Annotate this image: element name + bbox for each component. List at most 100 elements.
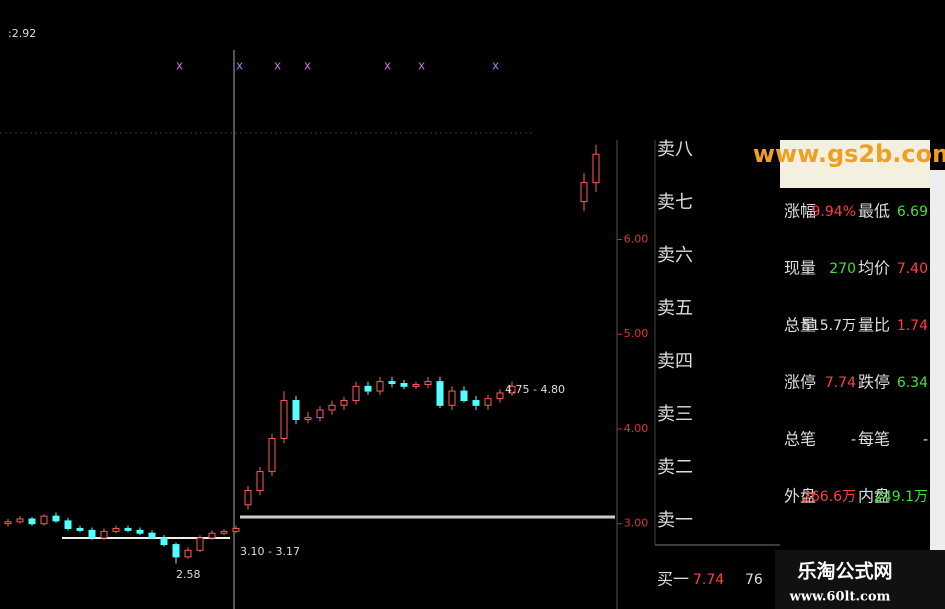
- quote-value: -: [923, 432, 928, 448]
- quote-value: 6.34: [897, 375, 928, 391]
- candle-body: [184, 549, 192, 558]
- candle-body: [424, 381, 432, 385]
- candle-body: [448, 390, 456, 406]
- candle-body: [64, 520, 72, 529]
- quote-label: 每笔: [858, 430, 890, 449]
- quote-value: 249.1万: [874, 489, 928, 505]
- order-level: 卖一: [657, 510, 693, 531]
- candle-body: [508, 385, 516, 394]
- candle-body: [124, 527, 132, 531]
- quote-value: 7.40: [897, 261, 928, 277]
- quote-label: 均价: [858, 259, 890, 278]
- candle-body: [412, 383, 420, 387]
- candle-body: [484, 398, 492, 406]
- candle-body: [40, 515, 48, 525]
- order-level: 卖四: [657, 351, 693, 372]
- candle-body: [304, 417, 312, 421]
- quote-label: 量比: [858, 316, 890, 335]
- quote-label: 最低: [858, 202, 890, 221]
- candle-body: [136, 529, 144, 534]
- quote-label: 总量: [784, 316, 816, 335]
- candle-body: [52, 515, 60, 522]
- candle-body: [208, 532, 216, 539]
- candle-body: [436, 381, 444, 406]
- candle-body: [496, 392, 504, 400]
- quote-label: 外盘: [784, 487, 816, 506]
- candle-body: [580, 182, 588, 203]
- quote-value: 9.94%: [812, 204, 856, 220]
- candle-body: [352, 385, 360, 402]
- quote-value: 1.74: [897, 318, 928, 334]
- candle-body: [16, 518, 24, 523]
- svg-text:x: x: [176, 59, 183, 73]
- quote-value: 270: [829, 261, 856, 277]
- candle-body: [256, 471, 264, 492]
- buy-price: 7.74: [693, 572, 724, 588]
- candle-body: [400, 383, 408, 387]
- quote-label: 涨幅: [784, 202, 816, 221]
- toolbar[interactable]: [930, 170, 945, 550]
- banner-bg: [780, 140, 930, 188]
- order-level: 卖八: [657, 139, 693, 160]
- candle-body: [172, 544, 180, 558]
- y-tick-label: 5.00: [624, 327, 649, 340]
- quote-label: 总笔: [784, 430, 816, 449]
- candle-body: [148, 532, 156, 539]
- watermark-name: 乐淘公式网: [797, 560, 892, 583]
- svg-text:x: x: [384, 59, 391, 73]
- candle-body: [280, 400, 288, 439]
- candle-body: [112, 527, 120, 532]
- watermark-bg: [775, 550, 945, 609]
- candle-body: [160, 537, 168, 546]
- quote-value: 266.6万: [802, 489, 856, 505]
- quote-label: 现量: [784, 259, 816, 278]
- candle-body: [76, 527, 84, 531]
- candle-body: [100, 530, 108, 539]
- banner: www.gs2b.com: [753, 140, 945, 168]
- quote-label: 内盘: [858, 487, 890, 506]
- candle-body: [88, 529, 96, 539]
- annotation: 2.58: [176, 568, 201, 581]
- svg-text:x: x: [274, 59, 281, 73]
- order-level: 卖三: [657, 404, 693, 425]
- annotation: 4.75 - 4.80: [505, 383, 565, 396]
- candle-body: [4, 521, 12, 525]
- svg-text:x: x: [304, 59, 311, 73]
- quote-label: 涨停: [784, 373, 816, 392]
- annotation: 3.10 - 3.17: [240, 545, 300, 558]
- order-level: 卖六: [657, 245, 693, 266]
- candle-body: [388, 381, 396, 385]
- y-tick-label: 4.00: [624, 422, 649, 435]
- buy-volume: 76: [745, 572, 763, 588]
- order-level: 卖二: [657, 457, 693, 478]
- quote-label: 跌停: [858, 373, 890, 392]
- candle-body: [460, 390, 468, 402]
- candle-body: [292, 400, 300, 421]
- candle-body: [28, 518, 36, 525]
- annotation: :2.92: [8, 27, 36, 40]
- candle-body: [472, 400, 480, 406]
- quote-value: -: [851, 432, 856, 448]
- y-tick-label: 3.00: [624, 517, 649, 530]
- candle-body: [328, 404, 336, 411]
- candle-body: [376, 381, 384, 392]
- candle-body: [220, 530, 228, 534]
- candle-body: [364, 385, 372, 392]
- quote-value: 6.69: [897, 204, 928, 220]
- quote-value: 515.7万: [802, 318, 856, 334]
- candle-body: [232, 527, 240, 532]
- candle-body: [316, 409, 324, 419]
- watermark-url: www.60lt.com: [789, 590, 891, 605]
- buy-label: 买一: [657, 570, 689, 589]
- candle-body: [196, 537, 204, 551]
- svg-text:x: x: [236, 59, 243, 73]
- candle-body: [340, 400, 348, 406]
- svg-text:x: x: [418, 59, 425, 73]
- candle-body: [244, 490, 252, 506]
- order-level: 卖七: [657, 192, 693, 213]
- svg-text:x: x: [492, 59, 499, 73]
- quote-value: 7.74: [825, 375, 856, 391]
